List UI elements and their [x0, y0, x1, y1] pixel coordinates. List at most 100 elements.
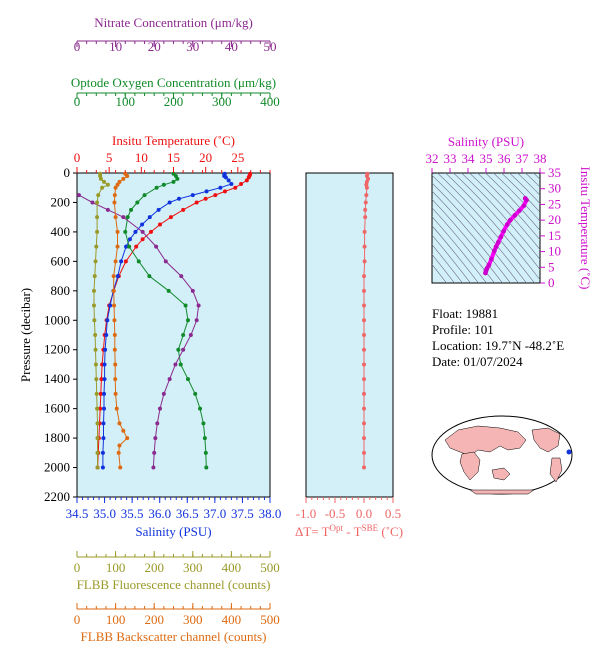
dt-point	[362, 362, 366, 367]
backscatter-point	[113, 377, 118, 382]
bottom-axes: 34.5 35.0 35.5 36.0 36.5 37.0 37.5 38.0 Salinity…	[66, 497, 281, 644]
salinity-tick-label: 35.0	[93, 506, 116, 521]
fluorescence-point	[91, 303, 96, 308]
dt-point	[362, 465, 366, 470]
salinity-point	[102, 362, 107, 367]
pressure-tick-label: 400	[51, 224, 71, 239]
pressure-axis: 0 200 400 600 800 1000 1200 1400 1600 1800 2000 220…	[44, 165, 77, 504]
dt-point	[364, 185, 369, 190]
nitrate-point	[105, 207, 110, 212]
density-contour	[436, 173, 535, 283]
ts-salinity-title: Salinity (PSU)	[448, 134, 524, 149]
delta-t-plot-background	[305, 172, 394, 498]
fluorescence-point	[95, 200, 100, 205]
backscatter-point	[113, 259, 118, 264]
backscatter-point	[113, 362, 118, 367]
nitrate-tick-label: 10	[109, 39, 122, 54]
pressure-tick-label: 1400	[44, 371, 70, 386]
density-contour	[432, 216, 487, 283]
oxygen-point	[176, 347, 181, 352]
density-contour	[432, 234, 471, 283]
temperature-point	[99, 377, 104, 382]
oxygen-tick-label: 300	[212, 94, 232, 109]
oxygen-point	[123, 229, 128, 234]
salinity-point	[177, 196, 182, 201]
ts-y-tick-label: 5	[548, 259, 555, 274]
ts-x-tick-label: 37	[516, 151, 530, 166]
salinity-point	[167, 200, 172, 205]
backscatter-point	[115, 244, 120, 249]
land-eurasia	[444, 425, 527, 457]
main-plot-background	[76, 172, 271, 498]
dt-label-sup-opt: Opt	[330, 523, 344, 533]
backscatter-point	[112, 200, 117, 205]
salinity-point	[105, 318, 110, 323]
fluorescence-point	[92, 318, 97, 323]
density-contour	[484, 173, 540, 231]
salinity-point	[156, 207, 161, 212]
density-contour	[432, 182, 519, 283]
world-map	[431, 415, 573, 495]
oxygen-point	[185, 377, 190, 382]
ts-temperature-label: Insitu Temperature (˚C)	[578, 166, 593, 289]
nitrate-point	[173, 362, 178, 367]
fluorescence-point	[93, 362, 98, 367]
temperature-point	[222, 189, 227, 194]
temperature-point	[194, 200, 199, 205]
date: Date: 01/07/2024	[432, 354, 523, 369]
ts-point	[498, 234, 504, 240]
oxygen-point	[183, 303, 188, 308]
oxygen-point	[175, 176, 180, 181]
nitrate-point	[196, 303, 201, 308]
oxygen-tick-label: 100	[116, 94, 136, 109]
fluorescence-point	[95, 450, 100, 455]
dt-point	[363, 215, 368, 220]
oxygen-point	[142, 193, 147, 198]
pressure-tick-label: 1600	[44, 401, 70, 416]
dt-tick-label: -1.0	[296, 506, 317, 521]
salinity-point	[190, 193, 195, 198]
dt-point	[363, 200, 368, 205]
backscatter-point	[111, 274, 116, 279]
profile-series	[76, 171, 253, 470]
dt-tick-label: -0.5	[325, 506, 346, 521]
density-contour-group	[432, 173, 540, 283]
nitrate-tick-label: 20	[148, 39, 161, 54]
fluorescence-point	[95, 215, 100, 220]
backscatter-point	[118, 465, 123, 470]
dt-label-part-3: (˚C)	[378, 524, 403, 539]
oxygen-point	[198, 406, 203, 411]
ts-x-tick-label: 32	[426, 151, 439, 166]
pressure-tick-label: 2200	[44, 489, 70, 504]
density-contour	[432, 244, 463, 283]
salinity-point	[133, 229, 138, 234]
ts-point	[522, 196, 528, 201]
temperature-tick-label: 10	[135, 150, 148, 165]
salinity-tick-label: 37.0	[203, 506, 226, 521]
nitrate-point	[194, 318, 199, 323]
salinity-point	[108, 303, 113, 308]
dt-point	[362, 347, 366, 352]
dt-point	[362, 274, 366, 279]
salinity-point	[204, 189, 209, 194]
ts-point	[486, 262, 492, 268]
backscatter-point	[116, 450, 121, 455]
dt-point	[364, 193, 369, 198]
nitrate-point	[161, 391, 166, 396]
land-australia	[491, 467, 511, 481]
delta-t-axis-label: ΔT= TOpt - TSBE (˚C)	[295, 523, 403, 539]
backscatter-point	[112, 193, 117, 198]
fluorescence-point	[94, 377, 99, 382]
nitrate-tick-label: 40	[225, 39, 238, 54]
fluorescence-tick-label: 200	[144, 560, 164, 575]
fluorescence-point	[98, 176, 103, 181]
ts-point	[491, 248, 497, 254]
nitrate-point	[155, 421, 160, 426]
salinity-tick-label: 35.5	[121, 506, 144, 521]
fluorescence-tick-label: 500	[260, 560, 280, 575]
density-contour	[532, 173, 540, 180]
ts-y-tick-label: 0	[548, 275, 555, 290]
